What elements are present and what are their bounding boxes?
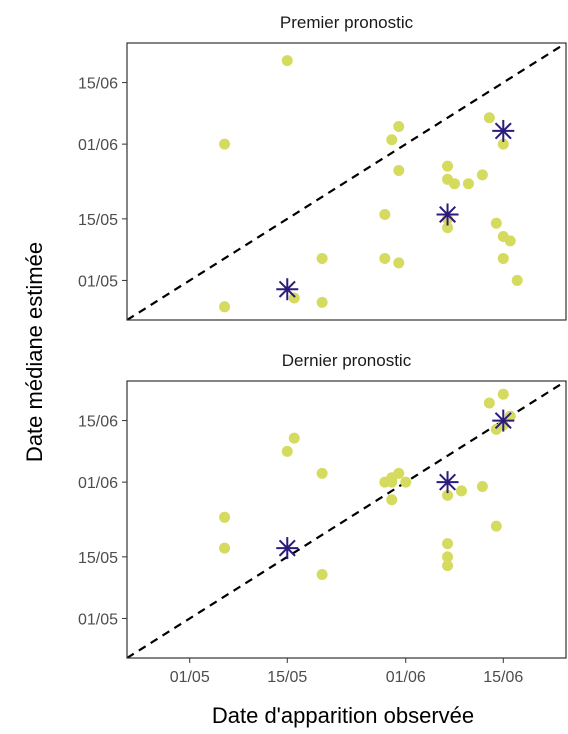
median-marker [276, 537, 299, 560]
data-point [316, 296, 328, 308]
x-tick-label: 01/06 [386, 669, 426, 686]
data-point [442, 538, 454, 550]
data-point [449, 178, 461, 190]
data-point [219, 301, 231, 313]
data-point [442, 222, 454, 234]
data-point [490, 217, 502, 229]
median-marker [492, 409, 515, 432]
x-tick-label: 15/05 [267, 669, 307, 686]
data-point [442, 560, 454, 572]
panel-1: Premier pronostic 01/05 15/05 01/06 15/06 [78, 13, 567, 321]
data-point [476, 481, 488, 493]
data-point [281, 445, 293, 457]
x-tick-label: 15/06 [483, 669, 523, 686]
data-point [511, 274, 523, 286]
reference-line-identity [127, 43, 566, 320]
panel-frame [126, 380, 567, 659]
data-point [219, 138, 231, 150]
data-point [400, 476, 412, 488]
data-point [504, 235, 516, 247]
data-point [497, 252, 509, 264]
y-tick-label: 15/06 [78, 414, 118, 431]
panel-title: Dernier pronostic [282, 351, 412, 370]
y-tick-label: 01/05 [78, 611, 118, 628]
data-point [393, 467, 405, 479]
median-marker [436, 203, 459, 226]
data-point [386, 494, 398, 506]
data-point [288, 292, 300, 304]
panel-frame [126, 42, 567, 321]
data-point [219, 542, 231, 554]
data-point [483, 112, 495, 124]
data-point [316, 467, 328, 479]
data-point [316, 568, 328, 580]
data-point [490, 520, 502, 532]
median-marker [436, 471, 459, 494]
data-point [219, 511, 231, 523]
data-point [442, 489, 454, 501]
data-point [442, 551, 454, 563]
median-marker [492, 119, 515, 142]
data-point [497, 138, 509, 150]
y-axis-title: Date médiane estimée [22, 242, 47, 462]
y-tick-label: 15/06 [78, 76, 118, 93]
data-point [386, 134, 398, 146]
y-tick-label: 15/05 [78, 212, 118, 229]
data-point [483, 397, 495, 409]
y-tick-label: 01/05 [78, 273, 118, 290]
data-point [379, 208, 391, 220]
data-point [497, 388, 509, 400]
data-point [288, 432, 300, 444]
y-tick-label: 01/06 [78, 137, 118, 154]
panel-title: Premier pronostic [280, 13, 414, 32]
data-point [281, 55, 293, 67]
data-point [316, 252, 328, 264]
y-tick-label: 15/05 [78, 550, 118, 567]
data-point [504, 410, 516, 422]
data-point [379, 252, 391, 264]
x-axis-title: Date d'apparition observée [212, 703, 474, 728]
data-point [462, 178, 474, 190]
y-tick-label: 01/06 [78, 475, 118, 492]
reference-line-identity [127, 381, 566, 658]
panel-2: Dernier pronostic 01/05 15/05 01/06 15/06 [78, 351, 567, 659]
data-point [490, 423, 502, 435]
data-point [393, 165, 405, 177]
data-point [442, 160, 454, 172]
data-point [476, 169, 488, 181]
x-tick-label: 01/05 [170, 669, 210, 686]
data-point [393, 121, 405, 133]
data-point [455, 485, 467, 497]
data-point [393, 257, 405, 269]
median-marker [276, 278, 299, 301]
